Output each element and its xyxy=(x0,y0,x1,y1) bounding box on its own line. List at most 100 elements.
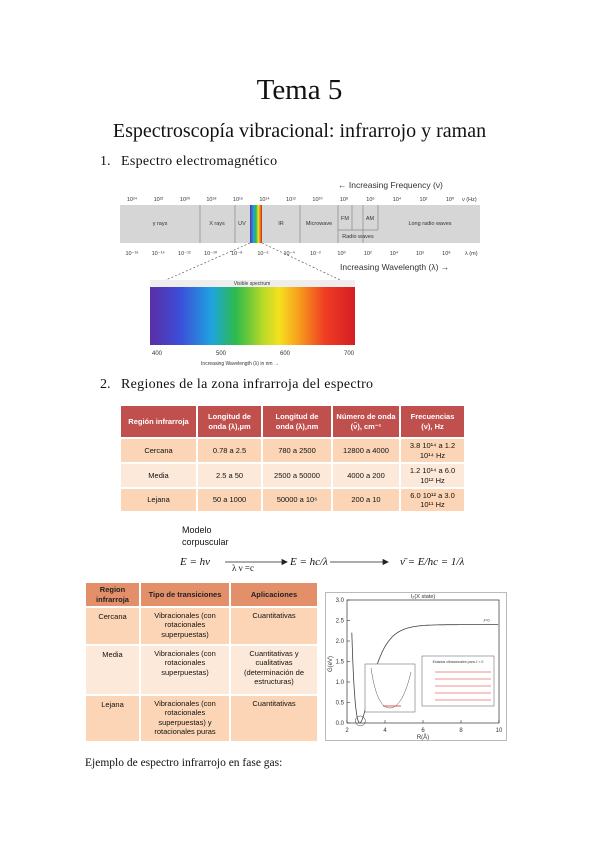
axis-label: Increasing Wavelength (λ) → xyxy=(340,262,449,272)
x-tick-label: 2 xyxy=(345,728,349,734)
table-header-cell: Aplicaciones xyxy=(230,582,318,607)
section-title: Espectro electromagnético xyxy=(121,154,278,169)
table-header-cell: Número de onda (ν̃), cm⁻¹ xyxy=(332,405,400,438)
section-number: 1. xyxy=(100,154,111,169)
wavelength-tick-label: 10⁻⁶ xyxy=(257,250,268,257)
y-tick-label: 3.0 xyxy=(336,598,345,604)
wavelength-tick-label: 10⁴ xyxy=(390,250,399,257)
region-label: UV xyxy=(238,221,246,227)
region-label: X rays xyxy=(209,221,225,227)
region-label: Long radio waves xyxy=(408,221,451,227)
table-header-cell: Region infrarroja xyxy=(85,582,140,607)
footer-text: Ejemplo de espectro infrarrojo en fase g… xyxy=(85,757,283,769)
frequency-tick-label: 10²⁰ xyxy=(180,196,191,203)
frequency-tick-label: 10⁶ xyxy=(366,196,374,203)
formula: λ ν =c xyxy=(232,563,255,573)
section-number: 2. xyxy=(100,377,111,392)
inset xyxy=(364,663,416,713)
wavelength-tick-label: 10⁶ xyxy=(416,250,424,257)
x-axis-label: R(Å) xyxy=(417,734,429,741)
table-header-cell: Región infrarroja xyxy=(120,405,197,438)
page-subtitle: Espectroscopía vibracional: infrarrojo y… xyxy=(112,120,487,142)
table-cell: 2.5 a 50 xyxy=(197,463,262,488)
page-title: Tema 5 xyxy=(256,74,343,106)
table-header-cell: Longitud de onda (λ),nm xyxy=(262,405,332,438)
formula-label: Modelo xyxy=(182,525,212,535)
formula-label: corpuscular xyxy=(182,537,229,547)
wavelength-tick-label: 10⁻¹⁴ xyxy=(152,250,166,257)
wavelength-tick-label: 10⁻¹⁰ xyxy=(204,250,218,257)
table-cell: Cercana xyxy=(85,607,140,645)
wavelength-tick-label: 10² xyxy=(364,251,372,257)
visible-spectrum xyxy=(150,287,355,345)
potential-plot: I₂(X state) 0.0 0.5 1.0 1.5 2.0 2.5 3.0 2 4 6 8 10 G(… xyxy=(325,592,507,741)
table-cell: 200 a 10 xyxy=(332,488,400,512)
table-cell: Lejana xyxy=(85,695,140,742)
region-dividers xyxy=(199,205,379,243)
visible-tick-label: 500 xyxy=(216,351,227,357)
y-tick-label: 1.5 xyxy=(336,660,345,666)
y-tick-label: 0.5 xyxy=(336,701,345,707)
zoom-marker xyxy=(355,715,366,727)
visible-title: Visible spectrum xyxy=(234,281,271,287)
axis-label: ← Increasing Frequency (ν) xyxy=(338,180,443,190)
table-header-cell: Frecuencias (ν), Hz xyxy=(400,405,465,438)
inset-label: Estados vibracionales para J = 0 xyxy=(433,660,484,664)
y-tick-label: 2.0 xyxy=(336,639,345,645)
region-label: Microwave xyxy=(306,221,332,227)
wavelength-tick-label: 10⁻⁴ xyxy=(284,250,296,257)
table-cell: 780 a 2500 xyxy=(262,438,332,463)
table-cell: 12800 a 4000 xyxy=(332,438,400,463)
frequency-tick-label: 10² xyxy=(420,197,428,203)
wavelength-tick-label: 10⁻¹² xyxy=(178,251,191,257)
frequency-unit: ν (Hz) xyxy=(462,197,477,203)
visible-tick-label: 600 xyxy=(280,351,291,357)
visible-header xyxy=(150,280,355,287)
frequency-tick-label: 10⁴ xyxy=(393,196,402,203)
table-cell: Lejana xyxy=(120,488,197,512)
frequency-tick-label: 10²² xyxy=(154,197,164,203)
wavelength-unit: λ (m) xyxy=(465,251,478,257)
zoom-lines xyxy=(149,242,356,288)
axis-label: Increasing Wavelength (λ) in nm → xyxy=(201,361,279,367)
visible-tick-label: 400 xyxy=(152,351,163,357)
section-title: Regiones de la zona infrarroja del espec… xyxy=(121,377,374,392)
frequency-tick-label: 10⁸ xyxy=(340,196,348,203)
table-cell: 6.0 10¹² a 3.0 10¹¹ Hz xyxy=(400,488,465,512)
y-tick-label: 2.5 xyxy=(336,619,345,625)
frequency-tick-label: 10¹⁶ xyxy=(233,196,243,203)
wavelength-tick-label: 10⁻¹⁶ xyxy=(125,250,138,257)
inset-curve xyxy=(370,667,412,709)
region-label: Radio waves xyxy=(342,234,374,240)
table-header-cell: Tipo de transiciones xyxy=(140,582,230,607)
table-cell: 2500 a 50000 xyxy=(262,463,332,488)
frequency-tick-label: 10¹⁰ xyxy=(312,196,323,203)
y-tick-label: 0.0 xyxy=(336,721,345,727)
y-tick-label: 1.0 xyxy=(336,680,345,686)
table-cell: 3.8 10¹⁴ a 1.2 10¹⁴ Hz xyxy=(400,438,465,463)
frequency-tick-label: 10¹² xyxy=(286,197,296,203)
table-cell: 1.2 10¹⁴ a 6.0 10¹² Hz xyxy=(400,463,465,488)
x-tick-label: 6 xyxy=(421,728,425,734)
wavelength-tick-label: 10⁰ xyxy=(337,250,346,257)
table-cell: 50000 a 10⁶ xyxy=(262,488,332,512)
curve-label: J=0 xyxy=(483,618,490,623)
frequency-tick-label: 10¹⁸ xyxy=(206,196,216,203)
formula: ν̄ = E/hc = 1/λ xyxy=(400,556,465,568)
table-cell: Cuantitativas xyxy=(230,607,318,645)
formula: E = hc/λ xyxy=(290,556,328,568)
table-header-cell: Longitud de onda (λ),µm xyxy=(197,405,262,438)
y-axis-label: G(eV) xyxy=(328,656,334,672)
table-cell: Media xyxy=(85,645,140,695)
inset xyxy=(421,655,495,707)
wavelength-tick-label: 10⁻⁸ xyxy=(231,250,242,257)
table-cell: Vibracionales (con rotacionales superpue… xyxy=(140,695,230,742)
wavelength-tick-label: 10⁸ xyxy=(442,250,450,257)
region-label: AM xyxy=(366,216,375,222)
table-cell: Media xyxy=(120,463,197,488)
formula: E = hν xyxy=(180,556,211,568)
table-cell: Cuantitativas xyxy=(230,695,318,742)
spectrum-figure: ← Increasing Frequency (ν) 10²⁴ 10²² 10²⁰ 10… xyxy=(120,180,480,367)
table-cell: Vibracionales (con rotacionales superpue… xyxy=(140,645,230,695)
